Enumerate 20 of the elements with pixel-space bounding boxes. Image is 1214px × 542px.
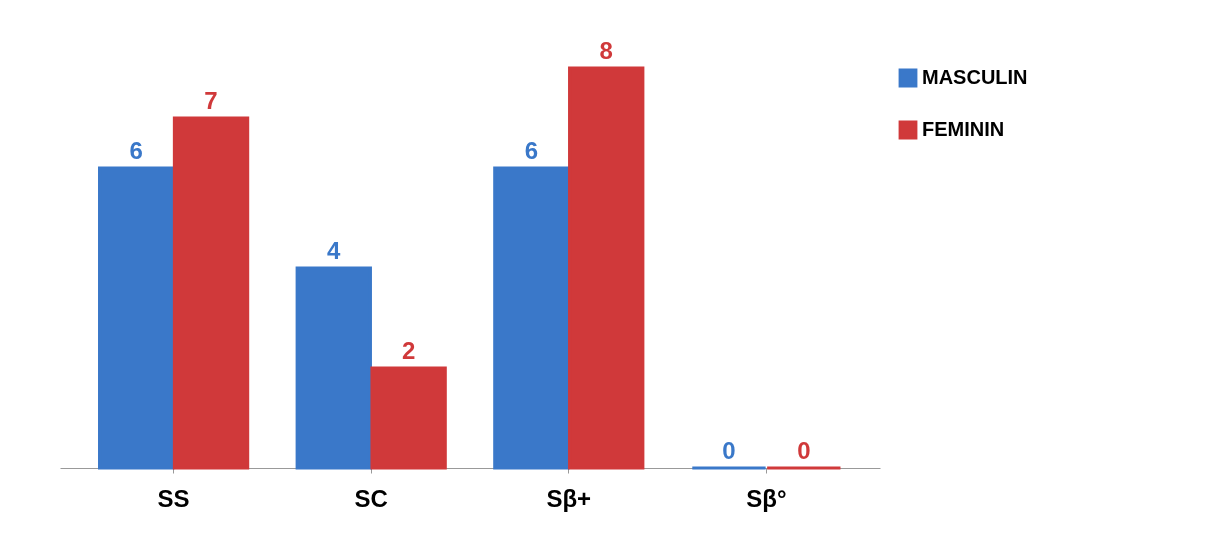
data-label: 6 bbox=[524, 137, 539, 164]
bar bbox=[295, 266, 372, 470]
data-label: 0 bbox=[722, 437, 736, 464]
data-label: 6 bbox=[129, 137, 143, 164]
bar bbox=[370, 366, 447, 470]
legend-label: FEMININ bbox=[922, 118, 1005, 140]
data-label: 7 bbox=[204, 87, 218, 114]
data-label: 0 bbox=[797, 437, 811, 464]
bar bbox=[172, 116, 250, 470]
data-label: 8 bbox=[599, 37, 613, 64]
bar bbox=[493, 166, 570, 470]
x-tick-label: Sβ+ bbox=[546, 484, 592, 512]
x-tick-label: Sβ° bbox=[746, 484, 787, 512]
legend-label: MASCULIN bbox=[922, 66, 1028, 88]
x-tick-label: SC bbox=[354, 484, 388, 512]
x-tick-label: SS bbox=[157, 484, 190, 512]
bar bbox=[568, 66, 645, 470]
bar bbox=[98, 166, 175, 470]
data-label: 4 bbox=[327, 237, 342, 264]
data-label: 2 bbox=[401, 337, 416, 364]
